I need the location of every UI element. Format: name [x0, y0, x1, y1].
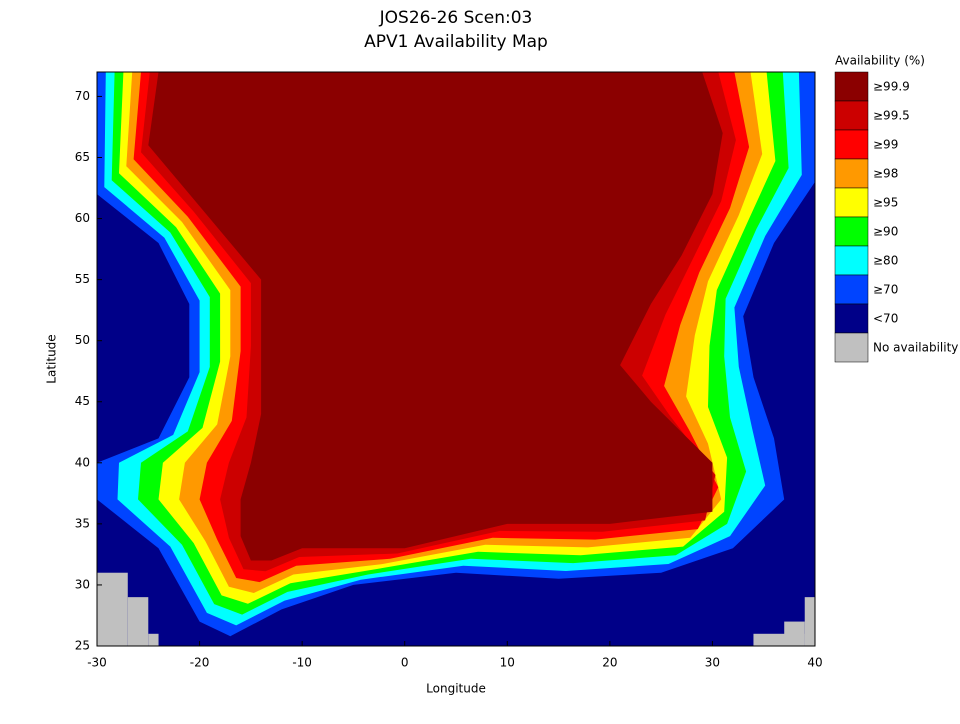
no-availability-cell [127, 597, 149, 646]
plot-frame [96, 71, 816, 647]
legend-swatch [834, 274, 869, 305]
no-availability-cell [804, 597, 815, 646]
legend-label: ≥99.9 [873, 80, 910, 94]
no-availability-cell [753, 633, 805, 646]
legend-label: ≥70 [873, 283, 898, 297]
legend-swatch [834, 216, 869, 247]
y-tick-label: 65 [75, 150, 90, 164]
legend-swatch [834, 71, 869, 102]
y-tick-label: 40 [75, 455, 90, 469]
y-axis-label: Latitude [45, 334, 59, 383]
y-tick-label: 45 [75, 394, 90, 408]
legend-label: No availability [873, 341, 958, 355]
legend-label: ≥99.5 [873, 109, 910, 123]
no-availability-cell [148, 633, 159, 646]
x-tick-label: -10 [292, 656, 312, 670]
x-tick-label: -30 [87, 656, 107, 670]
legend-swatch [834, 332, 869, 363]
y-tick-label: 50 [75, 333, 90, 347]
availability-region [148, 72, 723, 561]
x-axis-label: Longitude [426, 682, 486, 696]
y-tick-label: 70 [75, 89, 90, 103]
legend-label: ≥90 [873, 225, 898, 239]
legend-swatch [834, 187, 869, 218]
no-availability-cell [97, 572, 128, 646]
subtitle: APV1 Availability Map [364, 32, 548, 52]
x-tick-label: 10 [500, 656, 515, 670]
x-tick-label: 30 [705, 656, 720, 670]
legend-swatch [834, 100, 869, 131]
x-tick-label: 20 [602, 656, 617, 670]
plot-area [97, 72, 815, 646]
legend-swatch [834, 303, 869, 334]
y-tick-label: 25 [75, 639, 90, 653]
x-tick-label: 0 [401, 656, 409, 670]
legend-label: ≥95 [873, 196, 898, 210]
y-tick-label: 55 [75, 272, 90, 286]
legend-title: Availability (%) [835, 54, 925, 68]
y-tick-label: 60 [75, 211, 90, 225]
legend-label: ≥98 [873, 167, 898, 181]
legend-swatch [834, 129, 869, 160]
y-tick-label: 35 [75, 516, 90, 530]
legend-swatch [834, 245, 869, 276]
legend: ≥99.9 ≥99.5 ≥99 ≥98 ≥95 ≥90 ≥80 ≥70 <70 No availa… [834, 71, 958, 363]
x-tick-label: -20 [190, 656, 210, 670]
legend-label: <70 [873, 312, 898, 326]
legend-label: ≥80 [873, 254, 898, 268]
y-tick-label: 30 [75, 577, 90, 591]
axes: -30 -20 -10 0 10 20 30 40 25 30 35 40 45 50 55 60 65 70 [75, 71, 823, 670]
legend-label: ≥99 [873, 138, 898, 152]
title: JOS26-26 Scen:03 [379, 8, 533, 28]
legend-swatch [834, 158, 869, 189]
x-tick-label: 40 [807, 656, 822, 670]
